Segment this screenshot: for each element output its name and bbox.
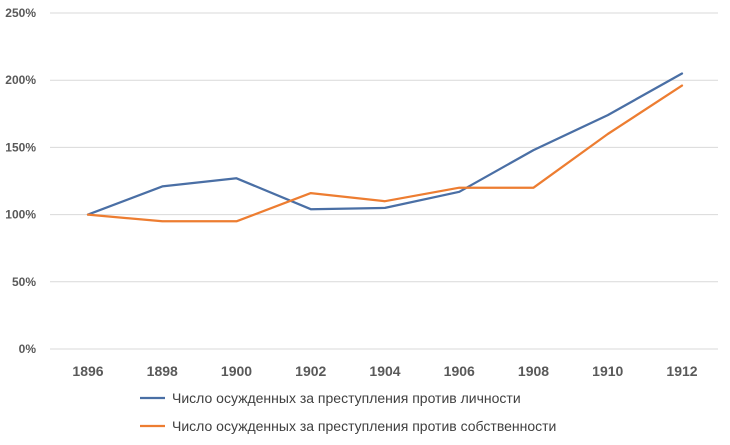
y-axis-ticks: 0% 50% 100% 150% 200% 250%: [5, 6, 36, 356]
x-tick-label: 1910: [592, 363, 623, 379]
data-point: [533, 150, 534, 151]
data-point: [682, 85, 683, 86]
data-point: [88, 214, 89, 215]
x-tick-label: 1906: [444, 363, 475, 379]
x-tick-label: 1896: [72, 363, 103, 379]
data-point: [607, 115, 608, 116]
data-point: [310, 193, 311, 194]
data-point: [533, 187, 534, 188]
x-tick-label: 1898: [147, 363, 178, 379]
data-point: [236, 221, 237, 222]
series-lines: [86, 72, 684, 223]
legend-label: Число осужденных за преступления против …: [172, 418, 556, 434]
data-point: [682, 73, 683, 74]
data-point: [459, 187, 460, 188]
data-point: [236, 178, 237, 179]
x-tick-label: 1902: [295, 363, 326, 379]
x-tick-label: 1908: [518, 363, 549, 379]
y-tick-label: 250%: [5, 6, 36, 20]
y-tick-label: 0%: [19, 342, 37, 356]
data-point: [162, 221, 163, 222]
legend-label: Число осужденных за преступления против …: [172, 390, 521, 406]
y-tick-label: 50%: [12, 275, 36, 289]
data-point: [385, 207, 386, 208]
series-line-2: [86, 84, 684, 223]
data-point: [607, 133, 608, 134]
x-tick-label: 1900: [221, 363, 252, 379]
x-axis-ticks: 1896 1898 1900 1902 1904 1906 1908 1910 1912: [72, 363, 697, 379]
legend: Число осужденных за преступления против …: [140, 390, 556, 434]
data-point: [385, 201, 386, 202]
y-tick-label: 100%: [5, 208, 36, 222]
y-tick-label: 200%: [5, 73, 36, 87]
x-tick-label: 1912: [666, 363, 697, 379]
data-point: [162, 186, 163, 187]
series-line-1: [86, 72, 684, 216]
data-point: [310, 209, 311, 210]
x-tick-label: 1904: [369, 363, 400, 379]
y-tick-label: 150%: [5, 140, 36, 154]
data-point: [459, 191, 460, 192]
gridlines: [50, 12, 718, 350]
